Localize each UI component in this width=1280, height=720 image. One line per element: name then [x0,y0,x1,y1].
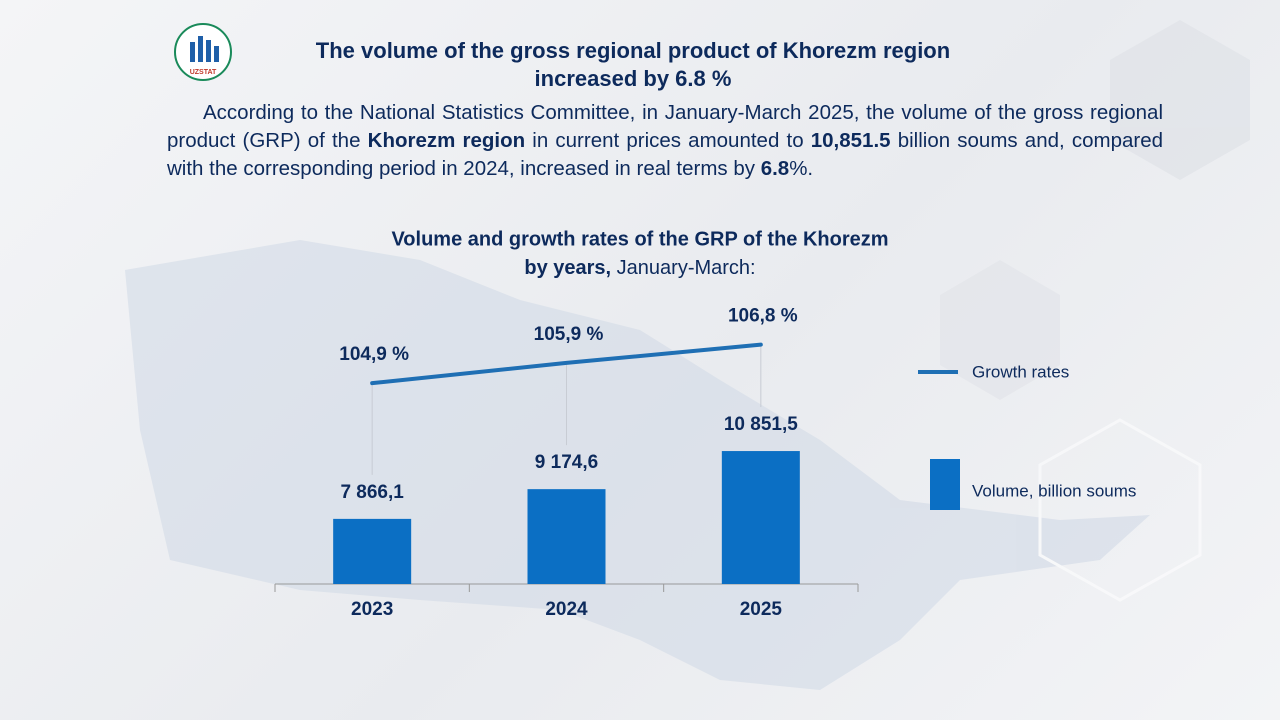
legend-label: Growth rates [972,362,1069,381]
logo: UZSTAT [174,23,232,81]
x-tick-label: 2025 [740,599,783,620]
legend-label: Volume, billion soums [972,481,1136,500]
x-tick-label: 2023 [351,599,393,620]
chart-subtitle: by years, January-March: [524,257,755,279]
hexagon [1038,418,1202,602]
page-title: The volume of the gross regional product… [316,38,950,63]
growth-line [370,342,763,386]
x-tick-label: 2024 [545,599,588,620]
text-run: billion soums and, compared with the cor… [167,129,1164,180]
text-run: in current prices amounted to [525,129,811,152]
line-value-label: 106,8 % [728,306,798,327]
line-value-label: 105,9 % [534,324,604,345]
bar [527,489,606,584]
text-run: Khorezm region [367,129,526,152]
page-title: increased by 6.8 % [535,66,732,91]
logo-bar [190,42,195,62]
chart-subtitle-part: January-March: [617,257,756,279]
legend-swatch [930,459,960,510]
hexagon [1110,20,1250,180]
logo-text: UZSTAT [190,69,217,76]
chart-title: Volume and growth rates of the GRP of th… [391,228,888,250]
bar-value-label: 9 174,6 [535,452,598,473]
text-run: %. [789,157,814,180]
logo-bar [206,40,211,62]
logo-bar [214,46,219,62]
text-run: 10,851.5 [810,129,891,152]
line-value-label: 104,9 % [339,344,409,365]
logo-bar [198,36,203,62]
text-run: According to the National Statistics Com… [167,101,1163,152]
bar-value-label: 10 851,5 [724,414,798,435]
bar [721,451,800,584]
hexagon [940,260,1060,400]
paragraph: According to the National Statistics Com… [167,99,1163,183]
text-run: 6.8 [760,157,790,180]
chart-subtitle-part: by years, [524,257,611,279]
bar-value-label: 7 866,1 [340,482,404,503]
bar [333,518,412,584]
